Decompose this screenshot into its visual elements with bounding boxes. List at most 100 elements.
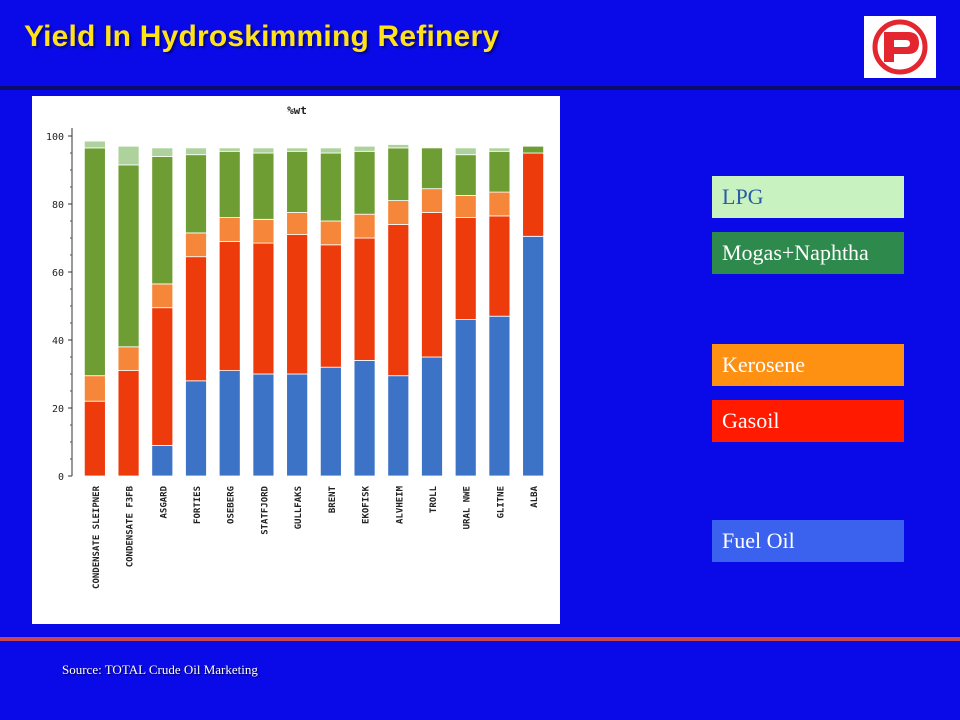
bar-segment-kerosene [218, 217, 241, 242]
bar-segment-lpg [83, 140, 106, 149]
bar-segment-gasoil [488, 215, 511, 317]
bar-segment-lpg [387, 144, 410, 149]
company-logo [864, 16, 936, 78]
bar-segment-kerosene [117, 346, 140, 372]
bar-segment-kerosene [454, 195, 477, 219]
bar-segment-fuel-oil [319, 366, 342, 477]
bar-segment-gasoil [185, 256, 207, 382]
bar-segment-mogas-naphtha [319, 152, 342, 222]
category-label: ALBA [530, 485, 540, 507]
header-divider [0, 86, 960, 90]
legend-item: Kerosene [712, 344, 904, 386]
bar-segment-kerosene [83, 375, 106, 402]
bar-segment-lpg [151, 147, 174, 157]
bar-segment-mogas-naphtha [117, 164, 140, 348]
bar-segment-lpg [319, 147, 342, 154]
bar-segment-gasoil [319, 244, 342, 368]
bar-segment-gasoil [218, 240, 241, 371]
bar-segment-gasoil [286, 234, 309, 375]
bar-segment-mogas-naphtha [421, 147, 443, 190]
bar-segment-fuel-oil [185, 380, 207, 477]
bar-segment-kerosene [151, 283, 174, 309]
chart-panel: %wt 0 20 40 60 80 100 CONDENSATE SLEIPNER CONDEN… [32, 96, 560, 624]
y-tick-label: 20 [52, 404, 64, 415]
bar-segment-mogas-naphtha [522, 145, 545, 154]
category-label: ASGARD [159, 485, 169, 518]
bar-segment-gasoil [454, 217, 477, 320]
category-label: CONDENSATE SLEIPNER [92, 485, 102, 589]
bar-segment-fuel-oil [421, 356, 443, 477]
bar-segment-kerosene [185, 232, 207, 258]
stacked-bar-chart: %wt 0 20 40 60 80 100 CONDENSATE SLEIPNER CONDEN… [46, 104, 550, 589]
bar-segment-fuel-oil [252, 373, 275, 477]
bar-segment-lpg [185, 147, 207, 156]
bar-segment-fuel-oil [286, 373, 309, 477]
bar-segment-fuel-oil [151, 444, 174, 477]
bar-segment-kerosene [387, 200, 410, 225]
bar-segment-lpg [353, 145, 376, 152]
bar-segment-mogas-naphtha [185, 154, 207, 234]
bar-segment-gasoil [421, 212, 443, 358]
category-label: FORTIES [193, 486, 203, 524]
bar-segment-fuel-oil [218, 370, 241, 477]
logo-icon [872, 19, 928, 75]
category-label: ALVHEIM [395, 485, 405, 524]
bar-segment-mogas-naphtha [218, 150, 241, 219]
y-tick-label: 0 [58, 472, 64, 483]
y-tick-label: 100 [46, 132, 64, 143]
bar-segment-gasoil [522, 152, 545, 237]
bar-segment-fuel-oil [522, 235, 545, 477]
legend-item: Gasoil [712, 400, 904, 442]
category-label: URAL NWE [463, 486, 473, 529]
slide-title: Yield In Hydroskimming Refinery [24, 20, 500, 53]
bar-segment-lpg [454, 147, 477, 156]
plot-area [72, 126, 550, 476]
bar-segment-lpg [117, 145, 140, 166]
bar-segment-mogas-naphtha [387, 147, 410, 202]
source-note: Source: TOTAL Crude Oil Marketing [62, 662, 258, 677]
bar-segment-kerosene [319, 220, 342, 246]
category-label: TROLL [429, 485, 439, 513]
chart-title: %wt [287, 104, 307, 117]
bar-segment-gasoil [151, 307, 174, 446]
bar-segment-lpg [218, 147, 241, 152]
bar-segment-gasoil [353, 237, 376, 361]
bar-segment-mogas-naphtha [454, 154, 477, 196]
bar-segment-kerosene [252, 218, 275, 244]
category-label: STATFJORD [260, 485, 270, 534]
category-label: OSEBERG [227, 486, 237, 524]
bar-segment-fuel-oil [488, 315, 511, 477]
legend-item: Fuel Oil [712, 520, 904, 562]
category-label: GLITNE [496, 486, 506, 519]
bar-segment-kerosene [488, 191, 511, 217]
y-tick-label: 80 [52, 200, 64, 211]
y-tick-label: 40 [52, 336, 64, 347]
bar-segment-gasoil [252, 242, 275, 375]
bar-segment-kerosene [353, 213, 376, 239]
bar-segment-gasoil [83, 400, 106, 477]
y-tick-label: 60 [52, 268, 64, 279]
bar-segment-mogas-naphtha [151, 156, 174, 285]
bar-segment-mogas-naphtha [353, 150, 376, 215]
category-label: GULLFAKS [294, 486, 304, 529]
category-label: BRENT [328, 485, 338, 513]
category-label: EKOFISK [362, 485, 372, 524]
bar-segment-fuel-oil [387, 375, 410, 477]
legend-item: Mogas+Naphtha [712, 232, 904, 274]
bar-segment-gasoil [387, 223, 410, 377]
bar-segment-mogas-naphtha [488, 150, 511, 193]
bar-segment-mogas-naphtha [252, 152, 275, 220]
bar-segment-kerosene [286, 212, 309, 236]
bar-segment-lpg [252, 147, 275, 154]
bar-segment-kerosene [421, 188, 443, 213]
bar-segment-mogas-naphtha [286, 150, 309, 213]
bar-segment-lpg [286, 147, 309, 152]
bar-segment-lpg [488, 147, 511, 152]
category-label: CONDENSATE F3FB [126, 485, 136, 567]
bar-segment-gasoil [117, 370, 140, 477]
bar-segment-fuel-oil [454, 319, 477, 477]
footer-divider [0, 637, 960, 641]
bar-segment-fuel-oil [353, 359, 376, 477]
bar-segment-mogas-naphtha [83, 147, 106, 377]
legend-item: LPG [712, 176, 904, 218]
